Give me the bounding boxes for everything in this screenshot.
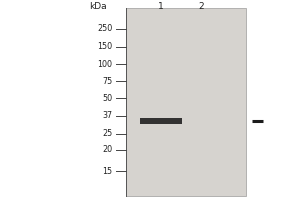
Text: 15: 15 bbox=[102, 167, 112, 176]
Text: kDa: kDa bbox=[89, 2, 106, 11]
Text: 20: 20 bbox=[102, 145, 112, 154]
Text: 1: 1 bbox=[158, 2, 164, 11]
Bar bbox=[126, 8, 246, 196]
Text: 250: 250 bbox=[97, 24, 112, 33]
Text: 150: 150 bbox=[98, 42, 112, 51]
Text: 25: 25 bbox=[102, 129, 112, 138]
Text: 37: 37 bbox=[102, 111, 112, 120]
Text: 50: 50 bbox=[102, 94, 112, 103]
Text: 2: 2 bbox=[198, 2, 204, 11]
Text: 100: 100 bbox=[98, 60, 112, 69]
Bar bbox=[140, 118, 182, 124]
Text: 75: 75 bbox=[102, 77, 112, 86]
